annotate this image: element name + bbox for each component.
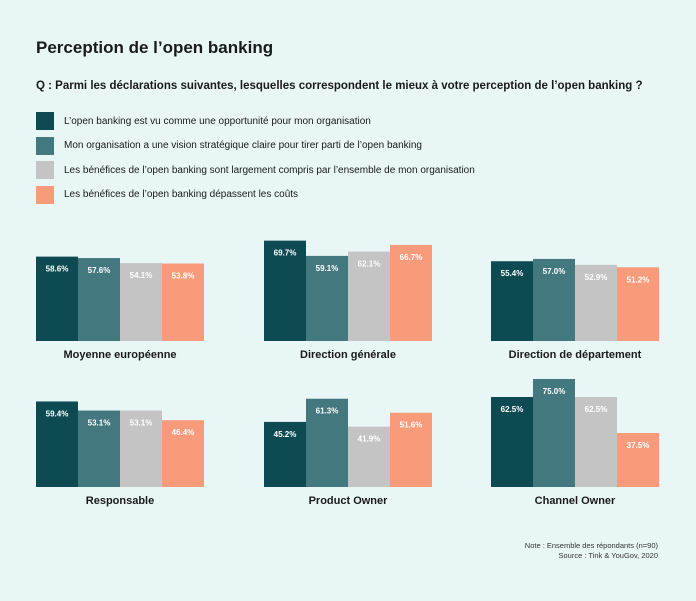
bar-5-4 <box>390 412 432 487</box>
data-label-1-1: 58.6% <box>46 265 69 274</box>
bar-4-2 <box>78 410 120 487</box>
legend-swatch-1 <box>36 112 54 130</box>
legend-label-1: L’open banking est vu comme une opportun… <box>64 115 371 127</box>
data-label-4-1: 59.4% <box>46 409 69 418</box>
footnote: Note : Ensemble des répondants (n=90) So… <box>525 541 658 561</box>
panel-5: 45.2% 61.3% 41.9% 51.6% Product Owner <box>264 398 432 507</box>
panel-6: 62.5% 75.0% 62.5% 37.5% Channel Owner <box>491 379 659 507</box>
legend-entry-3: Les bénéfices de l’open banking sont lar… <box>36 161 475 179</box>
bar-5-1 <box>264 421 306 487</box>
data-label-3-4: 51.2% <box>627 275 650 284</box>
bar-3-1 <box>491 261 533 341</box>
data-label-2-3: 62.1% <box>358 260 381 269</box>
panel-label-4: Responsable <box>86 495 154 507</box>
panel-label-6: Channel Owner <box>535 495 616 507</box>
data-label-2-1: 69.7% <box>274 249 297 258</box>
legend-swatch-3 <box>36 161 54 179</box>
legend-entry-2: Mon organisation a une vision stratégiqu… <box>36 136 475 155</box>
note-source: Source : Tink & YouGov, 2020 <box>558 551 658 560</box>
data-label-6-3: 62.5% <box>585 405 608 414</box>
legend-entry-1: L’open banking est vu comme une opportun… <box>36 112 475 130</box>
panel-2: 69.7% 59.1% 62.1% 66.7% Direction générale <box>264 240 432 361</box>
data-label-4-4: 46.4% <box>172 428 195 437</box>
bar-1-2 <box>78 258 120 341</box>
data-label-6-4: 37.5% <box>627 441 650 450</box>
panel-label-5: Product Owner <box>309 495 389 507</box>
bar-2-3 <box>348 251 390 341</box>
data-label-3-1: 55.4% <box>501 269 524 278</box>
panel-1: 58.6% 57.6% 54.1% 53.8% Moyenne européenne <box>36 256 204 361</box>
bar-4-4 <box>162 420 204 487</box>
data-label-5-1: 45.2% <box>274 430 297 439</box>
panel-4: 59.4% 53.1% 53.1% 46.4% Responsable <box>36 401 204 507</box>
bar-2-4 <box>390 244 432 341</box>
panel-label-1: Moyenne européenne <box>63 349 176 361</box>
legend: L’open banking est vu comme une opportun… <box>36 112 475 210</box>
bar-6-1 <box>491 397 533 487</box>
data-label-3-3: 52.9% <box>585 273 608 282</box>
bar-2-1 <box>264 240 306 341</box>
bar-1-3 <box>120 263 162 341</box>
bar-6-2 <box>533 379 575 487</box>
legend-entry-4: Les bénéfices de l’open banking dépassen… <box>36 185 475 204</box>
bar-6-4 <box>617 433 659 487</box>
bar-6-3 <box>575 397 617 487</box>
legend-label-4: Les bénéfices de l’open banking dépassen… <box>64 189 299 200</box>
chart-title: Perception de l’open banking <box>36 38 274 57</box>
data-label-2-2: 59.1% <box>316 264 339 273</box>
panel-3: 55.4% 57.0% 52.9% 51.2% Direction de départe… <box>491 258 659 361</box>
note-sample: Note : Ensemble des répondants (n=90) <box>524 541 658 550</box>
data-label-3-2: 57.0% <box>543 267 566 276</box>
bar-5-3 <box>348 426 390 487</box>
bar-1-1 <box>36 256 78 341</box>
data-label-5-2: 61.3% <box>316 407 339 416</box>
bar-3-2 <box>533 258 575 341</box>
data-label-6-1: 62.5% <box>501 405 524 414</box>
panel-label-3: Direction de département <box>509 349 642 361</box>
data-label-2-4: 66.7% <box>400 253 423 262</box>
legend-label-3: Les bénéfices de l’open banking sont lar… <box>64 164 475 176</box>
data-label-1-3: 54.1% <box>130 271 153 280</box>
data-label-6-2: 75.0% <box>543 387 566 396</box>
bar-4-3 <box>120 410 162 487</box>
bar-3-3 <box>575 264 617 341</box>
legend-label-2: Mon organisation a une vision stratégiqu… <box>64 140 422 151</box>
data-label-4-2: 53.1% <box>88 419 111 428</box>
data-label-1-4: 53.8% <box>172 272 195 281</box>
legend-swatch-2 <box>36 136 54 155</box>
data-label-5-4: 51.6% <box>400 421 423 430</box>
data-label-5-3: 41.9% <box>358 435 381 444</box>
bar-2-2 <box>306 255 348 341</box>
panel-label-2: Direction générale <box>300 349 396 361</box>
data-label-4-3: 53.1% <box>130 419 153 428</box>
bar-5-2 <box>306 398 348 487</box>
data-label-1-2: 57.6% <box>88 266 111 275</box>
legend-swatch-4 <box>36 185 54 204</box>
bar-4-1 <box>36 401 78 487</box>
bar-3-4 <box>617 267 659 341</box>
survey-question: Q : Parmi les déclarations suivantes, le… <box>36 80 643 92</box>
bar-1-4 <box>162 263 204 341</box>
